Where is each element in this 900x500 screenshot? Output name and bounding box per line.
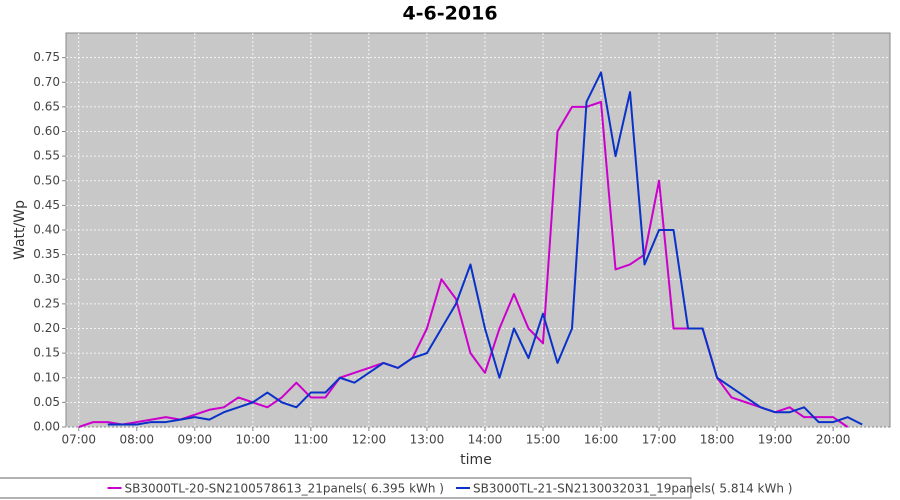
x-tick-label: 16:00 bbox=[584, 433, 619, 447]
legend-box bbox=[0, 477, 692, 499]
y-tick-label: 0.70 bbox=[33, 75, 60, 89]
y-tick-label: 0.20 bbox=[33, 321, 60, 335]
x-tick-label: 19:00 bbox=[758, 433, 793, 447]
x-tick-label: 11:00 bbox=[294, 433, 329, 447]
x-tick-label: 13:00 bbox=[410, 433, 445, 447]
y-axis-label: Watt/Wp bbox=[12, 200, 28, 260]
x-tick-label: 18:00 bbox=[700, 433, 735, 447]
y-tick-label: 0.75 bbox=[33, 50, 60, 64]
x-tick-label: 12:00 bbox=[352, 433, 387, 447]
y-tick-label: 0.15 bbox=[33, 346, 60, 360]
legend-label: SB3000TL-21-SN2130032031_19panels( 5.814… bbox=[473, 482, 792, 496]
x-axis-label: time bbox=[460, 452, 492, 468]
x-tick-label: 09:00 bbox=[178, 433, 213, 447]
y-tick-label: 0.50 bbox=[33, 173, 60, 187]
y-tick-label: 0.05 bbox=[33, 395, 60, 409]
series-line bbox=[107, 71, 863, 426]
x-tick-label: 08:00 bbox=[119, 433, 154, 447]
y-tick-label: 0.45 bbox=[33, 198, 60, 212]
y-tick-label: 0.60 bbox=[33, 124, 60, 138]
legend: SB3000TL-20-SN2100578613_21panels( 6.395… bbox=[0, 477, 792, 499]
y-tick-label: 0.40 bbox=[33, 223, 60, 237]
x-tick-label: 10:00 bbox=[236, 433, 271, 447]
x-tick-label: 07:00 bbox=[61, 433, 96, 447]
x-tick-label: 15:00 bbox=[526, 433, 561, 447]
x-tick-label: 14:00 bbox=[468, 433, 503, 447]
x-tick-label: 20:00 bbox=[816, 433, 851, 447]
y-tick-label: 0.25 bbox=[33, 296, 60, 310]
legend-label: SB3000TL-20-SN2100578613_21panels( 6.395… bbox=[125, 482, 444, 496]
y-tick-label: 0.00 bbox=[33, 420, 60, 434]
x-tick-label: 17:00 bbox=[642, 433, 677, 447]
y-tick-label: 0.10 bbox=[33, 370, 60, 384]
y-tick-label: 0.30 bbox=[33, 272, 60, 286]
chart-title: 4-6-2016 bbox=[402, 3, 497, 25]
y-tick-label: 0.55 bbox=[33, 149, 60, 163]
y-tick-label: 0.35 bbox=[33, 247, 60, 261]
series-line bbox=[78, 100, 849, 428]
y-tick-label: 0.65 bbox=[33, 99, 60, 113]
